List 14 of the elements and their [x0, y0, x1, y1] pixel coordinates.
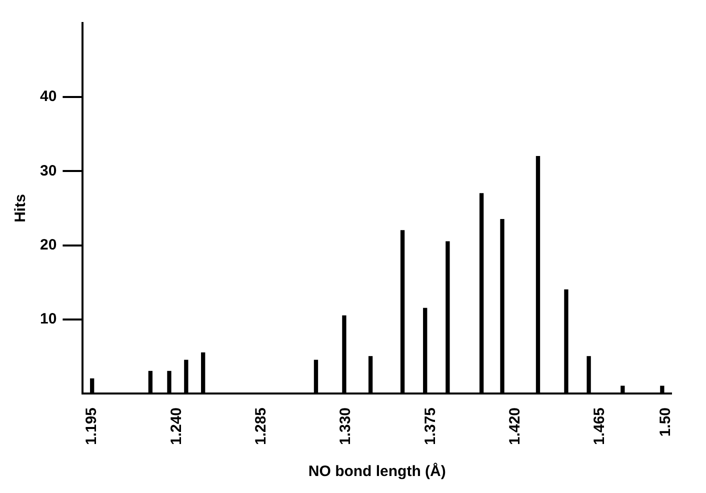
y-tick-label: 10	[40, 310, 57, 328]
x-tick-label: 1.195	[83, 407, 100, 446]
y-axis-title: Hits	[12, 194, 30, 222]
x-tick-label: 1.240	[168, 407, 185, 446]
y-tick-label: 30	[40, 162, 57, 180]
x-tick-label: 1.420	[506, 407, 524, 446]
x-tick-label: 1.465	[591, 407, 608, 446]
y-tick-label: 40	[40, 88, 57, 106]
x-axis-title: NO bond length (Å)	[308, 462, 446, 480]
x-tick-label: 1.285	[252, 407, 270, 446]
y-tick-label: 20	[40, 236, 57, 254]
x-tick-label: 1.50	[657, 407, 674, 437]
x-tick-label: 1.330	[337, 407, 354, 446]
x-tick-label: 1.375	[422, 407, 439, 446]
